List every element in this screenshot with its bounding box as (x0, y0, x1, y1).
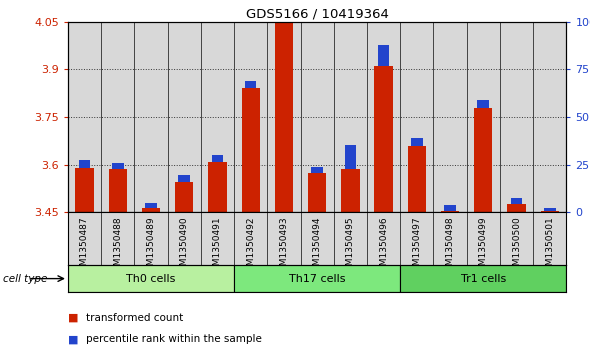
Text: Tr1 cells: Tr1 cells (461, 274, 506, 284)
Bar (467, 212, 500, 265)
Bar (68, 212, 101, 265)
Bar (278, 0, 290, 22)
Text: GSM1350498: GSM1350498 (445, 217, 454, 277)
Bar (212, 155, 223, 162)
Bar (68, 265, 234, 292)
Bar (334, 22, 367, 212)
Bar (367, 212, 400, 265)
Bar (135, 22, 168, 212)
Bar (308, 173, 326, 212)
Bar (334, 212, 367, 265)
Bar (345, 145, 356, 170)
Bar (400, 212, 434, 265)
Bar (408, 146, 426, 212)
Bar (178, 175, 190, 182)
Bar (540, 211, 559, 212)
Bar (275, 22, 293, 212)
Bar (500, 22, 533, 212)
Text: GSM1350488: GSM1350488 (113, 217, 122, 277)
Bar (400, 22, 434, 212)
Bar (175, 182, 194, 212)
Text: percentile rank within the sample: percentile rank within the sample (86, 334, 261, 344)
Bar (267, 212, 300, 265)
Text: transformed count: transformed count (86, 313, 183, 323)
Bar (477, 100, 489, 107)
Text: ■: ■ (68, 334, 78, 344)
Bar (101, 22, 135, 212)
Bar (168, 212, 201, 265)
Bar (112, 163, 123, 170)
Bar (378, 45, 389, 66)
Text: GSM1350494: GSM1350494 (313, 217, 322, 277)
Bar (135, 212, 168, 265)
Bar (245, 81, 257, 89)
Text: ■: ■ (68, 313, 78, 323)
Bar (411, 138, 422, 146)
Bar (168, 22, 201, 212)
Bar (78, 160, 90, 168)
Bar (109, 170, 127, 212)
Text: GSM1350492: GSM1350492 (246, 217, 255, 277)
Bar (234, 265, 400, 292)
Bar (375, 66, 393, 212)
Bar (241, 89, 260, 212)
Text: cell type: cell type (3, 274, 47, 284)
Bar (434, 212, 467, 265)
Bar (101, 212, 135, 265)
Text: GSM1350491: GSM1350491 (213, 217, 222, 277)
Text: GSM1350499: GSM1350499 (479, 217, 488, 277)
Bar (201, 212, 234, 265)
Bar (341, 170, 359, 212)
Text: Th17 cells: Th17 cells (289, 274, 345, 284)
Text: GSM1350501: GSM1350501 (545, 217, 554, 277)
Bar (441, 211, 459, 212)
Bar (400, 265, 566, 292)
Bar (76, 168, 94, 212)
Bar (367, 22, 400, 212)
Text: GSM1350489: GSM1350489 (146, 217, 155, 277)
Bar (300, 212, 334, 265)
Bar (444, 205, 456, 211)
Bar (500, 212, 533, 265)
Text: Th0 cells: Th0 cells (126, 274, 176, 284)
Bar (142, 208, 160, 212)
Bar (234, 212, 267, 265)
Text: GSM1350490: GSM1350490 (180, 217, 189, 277)
Text: GSM1350495: GSM1350495 (346, 217, 355, 277)
Bar (145, 203, 157, 208)
Bar (208, 162, 227, 212)
Bar (533, 22, 566, 212)
Text: GSM1350493: GSM1350493 (280, 217, 289, 277)
Bar (511, 198, 522, 204)
Bar (434, 22, 467, 212)
Bar (544, 208, 556, 211)
Title: GDS5166 / 10419364: GDS5166 / 10419364 (245, 8, 389, 21)
Bar (507, 204, 526, 212)
Bar (533, 212, 566, 265)
Text: GSM1350497: GSM1350497 (412, 217, 421, 277)
Bar (267, 22, 300, 212)
Bar (467, 22, 500, 212)
Bar (474, 107, 493, 212)
Text: GSM1350487: GSM1350487 (80, 217, 89, 277)
Bar (68, 22, 101, 212)
Bar (312, 167, 323, 173)
Bar (201, 22, 234, 212)
Bar (300, 22, 334, 212)
Text: GSM1350500: GSM1350500 (512, 217, 521, 277)
Text: GSM1350496: GSM1350496 (379, 217, 388, 277)
Bar (234, 22, 267, 212)
